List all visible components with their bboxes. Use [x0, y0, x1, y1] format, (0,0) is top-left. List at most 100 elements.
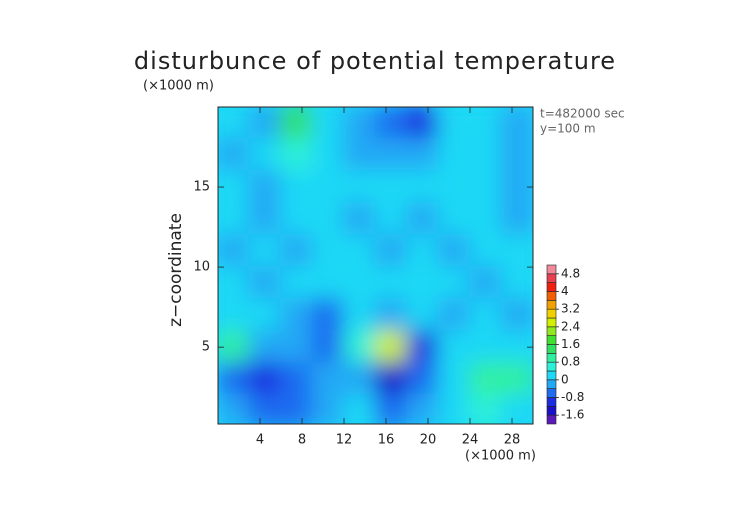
colorbar-box: [546, 264, 557, 275]
field-cell: [280, 234, 314, 269]
field-cell: [374, 330, 408, 365]
field-cell: [343, 394, 377, 424]
field-cell: [500, 362, 533, 397]
field-cell: [437, 170, 471, 205]
field-cell: [311, 394, 345, 424]
field-cell: [374, 107, 408, 141]
field-cell: [218, 202, 251, 237]
field-cell: [437, 298, 471, 333]
annotation: t=482000 sec: [540, 107, 625, 121]
field-cell: [311, 362, 345, 397]
colorbar-label: 1.6: [561, 337, 580, 351]
field-cell: [374, 234, 408, 269]
field-cell: [311, 234, 345, 269]
field-cell: [500, 138, 533, 173]
colorbar-label: 4.8: [561, 266, 580, 280]
field-cell: [406, 202, 440, 237]
colorbar-box: [546, 317, 557, 328]
field-cell: [343, 330, 377, 365]
chart-title: disturbunce of potential temperature: [134, 47, 616, 75]
field-cell: [280, 298, 314, 333]
colorbar-box: [546, 326, 557, 336]
colorbar-box: [546, 370, 557, 381]
field-cell: [311, 330, 345, 365]
field-cell: [437, 362, 471, 397]
field-cell: [218, 362, 251, 397]
field-cell: [437, 202, 471, 237]
x-tick-label: 12: [336, 433, 353, 448]
x-unit: (×1000 m): [465, 449, 536, 464]
field-cell: [280, 362, 314, 397]
colorbar-label: 4: [561, 284, 569, 298]
field-cell: [374, 170, 408, 205]
colorbar-box: [546, 361, 557, 372]
colorbar-box: [546, 291, 557, 301]
field-cell: [343, 234, 377, 269]
y-tick-label: 5: [202, 340, 210, 355]
field-cell: [218, 234, 251, 269]
field-cell: [343, 107, 377, 141]
field-cell: [500, 266, 533, 301]
x-tick-label: 24: [462, 433, 479, 448]
field-cell: [248, 234, 282, 269]
x-tick-label: 4: [256, 433, 264, 448]
x-tick-label: 16: [378, 433, 395, 448]
colorbar-label: 0.8: [561, 355, 580, 369]
field-cell: [469, 298, 503, 333]
colorbar-box: [546, 335, 557, 345]
field-cell: [469, 330, 503, 365]
field-cell: [437, 138, 471, 173]
field-cell: [406, 330, 440, 365]
field-cell: [248, 138, 282, 173]
colorbar-box: [546, 300, 557, 310]
field-cell: [374, 394, 408, 424]
colorbar-box: [546, 353, 557, 363]
field-cell: [406, 394, 440, 424]
field-cell: [218, 298, 251, 333]
field-cell: [311, 202, 345, 237]
x-tick-label: 28: [504, 433, 521, 448]
y-tick-label: 15: [193, 180, 210, 195]
field-cell: [248, 170, 282, 205]
field-cell: [311, 107, 345, 141]
field-cell: [343, 138, 377, 173]
field-cell: [469, 107, 503, 141]
plot-frame: [217, 106, 534, 425]
colorbar-label: -0.8: [561, 390, 584, 404]
field-cell: [311, 170, 345, 205]
field-cell: [280, 107, 314, 141]
field-cell: [343, 362, 377, 397]
field-cell: [343, 202, 377, 237]
field-cell: [500, 394, 533, 424]
y-axis-label: z−coordinate: [166, 213, 186, 327]
field-cells: [218, 107, 533, 424]
field-cell: [500, 107, 533, 141]
field-cell: [218, 138, 251, 173]
field-cell: [469, 234, 503, 269]
field-cell: [311, 266, 345, 301]
colorbar-box: [546, 344, 557, 354]
field-cell: [406, 362, 440, 397]
x-tick-label: 8: [298, 433, 306, 448]
field-cell: [280, 266, 314, 301]
field-cell: [248, 298, 282, 333]
field-cell: [406, 234, 440, 269]
field-cell: [469, 362, 503, 397]
colorbar-box: [546, 414, 557, 425]
field-cell: [469, 266, 503, 301]
field-cell: [280, 138, 314, 173]
field-cell: [311, 138, 345, 173]
field-cell: [343, 170, 377, 205]
colorbar-box: [546, 406, 557, 416]
colorbar-label: 3.2: [561, 302, 580, 316]
field-cell: [374, 298, 408, 333]
field-cell: [469, 170, 503, 205]
field-cell: [248, 202, 282, 237]
colorbar-box: [546, 282, 557, 292]
field-cell: [437, 266, 471, 301]
field-cell: [469, 138, 503, 173]
field-cell: [406, 170, 440, 205]
field-cell: [343, 266, 377, 301]
x-tick-label: 20: [420, 433, 437, 448]
